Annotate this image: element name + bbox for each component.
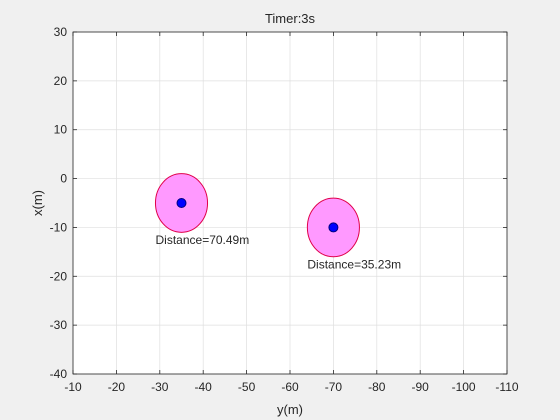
- x-tick-label: -90: [412, 380, 430, 394]
- y-tick-label: 30: [54, 25, 68, 39]
- x-tick-label: -110: [495, 380, 518, 394]
- y-tick-label: -10: [50, 220, 68, 234]
- y-tick-label: -40: [50, 367, 68, 381]
- ticks: -10 -20 -30 -40 -50 -60 -70 -80 -90 -100 -110-40-3…: [50, 25, 519, 394]
- y-tick-label: -20: [50, 269, 68, 283]
- data-point: [176, 198, 187, 208]
- y-tick-label: 10: [54, 123, 68, 137]
- y-axis-label: x(m): [30, 190, 45, 216]
- y-tick-label: -30: [50, 318, 68, 332]
- x-tick-label: -70: [325, 380, 343, 394]
- x-tick-label: -80: [368, 380, 386, 394]
- x-tick-label: -10: [64, 380, 82, 394]
- x-tick-label: -60: [281, 380, 299, 394]
- data-point: [328, 222, 339, 233]
- x-axis-label: y(m): [277, 402, 303, 417]
- x-tick-label: -100: [452, 380, 476, 394]
- chart-title: Timer:3s: [265, 11, 316, 26]
- distance-label: Distance=70.49m: [156, 233, 250, 247]
- x-tick-label: -40: [195, 380, 213, 394]
- y-tick-label: 0: [60, 172, 67, 186]
- y-tick-label: 20: [54, 74, 68, 88]
- x-tick-label: -50: [238, 380, 256, 394]
- x-tick-label: -30: [151, 380, 169, 394]
- data-marks: Distance=70.49m Distance=35.23m: [154, 173, 401, 271]
- x-tick-label: -20: [108, 380, 126, 394]
- distance-label: Distance=35.23m: [307, 257, 401, 271]
